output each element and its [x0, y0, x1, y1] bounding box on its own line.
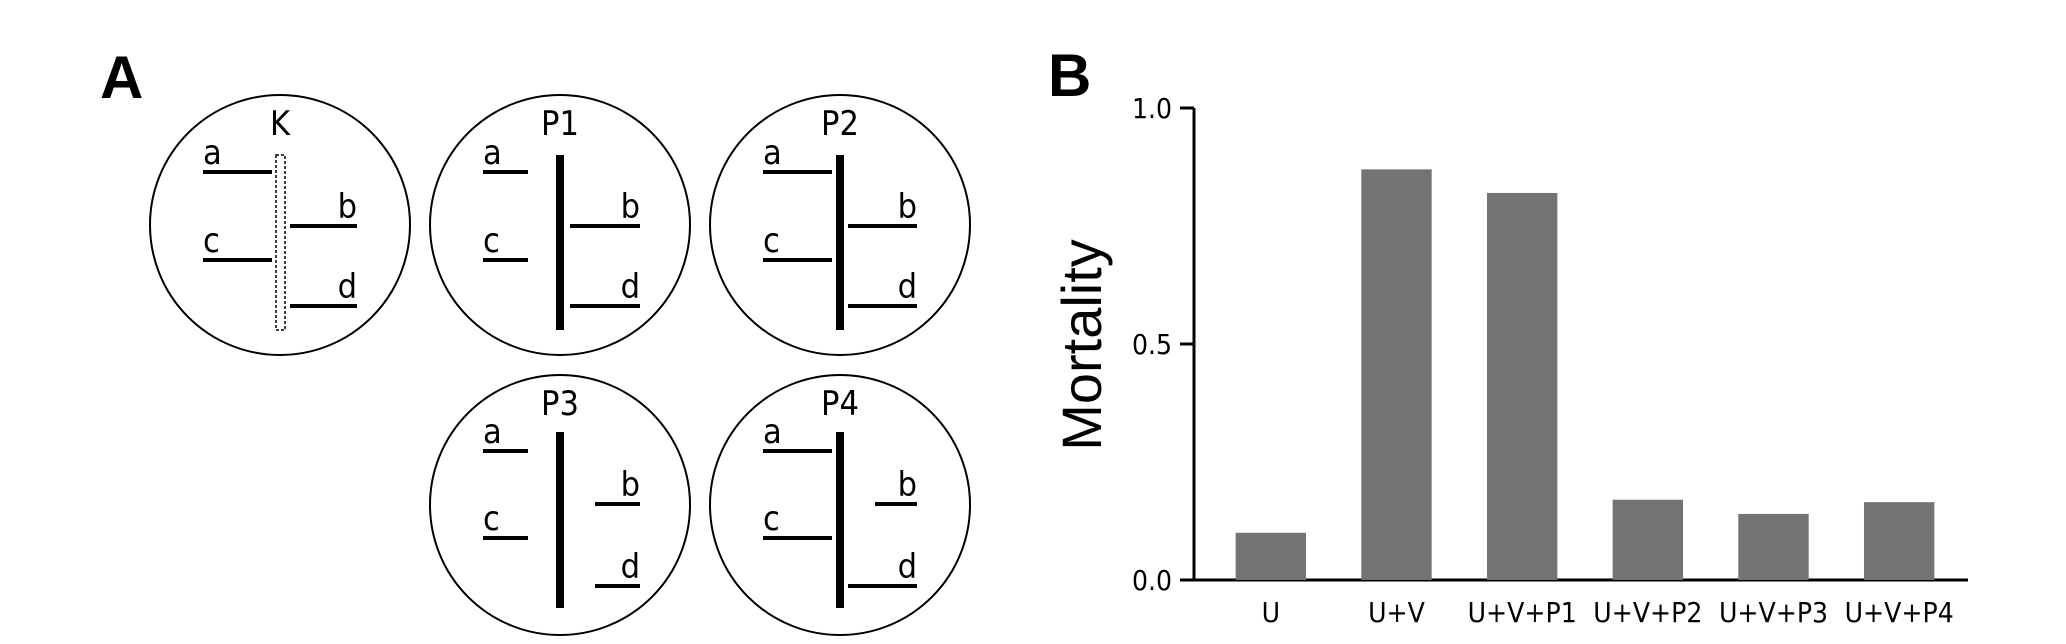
bar-u-v-p1: [1486, 192, 1558, 580]
x-tick-label: U: [1262, 596, 1280, 629]
plate-p3-dish: [429, 374, 691, 636]
y-tick-label: 1.0: [1132, 92, 1172, 125]
plate-p4-label: P4: [821, 384, 859, 424]
plate-p3-label-c: c: [483, 499, 500, 539]
plate-p2-label-a: a: [763, 133, 782, 173]
x-tick-label: U+V+P4: [1845, 596, 1954, 629]
plate-p1: P1 a c b d: [429, 94, 691, 356]
plate-p3-label-b: b: [621, 465, 640, 505]
plate-k: K a c b d: [149, 94, 411, 356]
plate-p4-label-c: c: [763, 499, 780, 539]
plate-k-label-a: a: [203, 133, 222, 173]
plate-p1-label-c: c: [483, 221, 500, 261]
bar-u-v-p3: [1738, 513, 1809, 580]
plate-p2-label: P2: [821, 104, 859, 144]
plate-p3-label-d: d: [621, 547, 640, 587]
plate-p1-label-d: d: [621, 267, 640, 307]
x-tick-label: U+V+P1: [1468, 596, 1577, 629]
y-axis-title: Mortality: [1050, 239, 1113, 451]
bars: [1235, 169, 1935, 581]
plate-p2-label-b: b: [898, 187, 917, 227]
plate-p4-dish: [709, 374, 971, 636]
y-tick-label: 0.5: [1132, 328, 1172, 361]
panel-b-letter: B: [1048, 42, 1091, 109]
x-tick-labels: U U+V U+V+P1 U+V+P2 U+V+P3 U+V+P4: [1262, 596, 1954, 629]
plate-k-label-c: c: [203, 221, 220, 261]
x-tick-label: U+V+P2: [1593, 596, 1702, 629]
y-tick-label: 0.0: [1132, 564, 1172, 597]
plate-k-label-d: d: [338, 267, 357, 307]
plate-p3-label: P3: [541, 384, 579, 424]
plate-p2-dish: [709, 94, 971, 356]
plate-p4-label-d: d: [898, 547, 917, 587]
plate-p2-label-d: d: [898, 267, 917, 307]
bar-u: [1235, 532, 1307, 580]
plate-p1-label: P1: [541, 104, 579, 144]
panel-a-letter: A: [100, 44, 143, 111]
plate-k-removed-barrier: [275, 154, 286, 331]
plate-p4-label-b: b: [898, 465, 917, 505]
plate-p4-label-a: a: [763, 412, 782, 452]
x-tick-label: U+V: [1368, 596, 1426, 629]
bar-u-v: [1361, 169, 1432, 581]
plate-k-dish: [149, 94, 411, 356]
x-tick-label: U+V+P3: [1719, 596, 1828, 629]
mortality-bar-chart: Mortality 0.0 0.5 1.0 U U+V U+V+P1 U+V+P2 U+V+…: [1050, 92, 1968, 629]
bar-u-v-p2: [1612, 499, 1684, 580]
bar-u-v-p4: [1863, 502, 1935, 580]
plate-p3: P3 a c b d: [429, 374, 691, 636]
plate-p2: P2 a c b d: [709, 94, 971, 356]
plate-k-label: K: [270, 104, 291, 144]
plate-p1-dish: [429, 94, 691, 356]
plate-p2-label-c: c: [763, 221, 780, 261]
plate-p1-label-a: a: [483, 133, 502, 173]
plate-p4: P4 a c b d: [709, 374, 971, 636]
plate-k-label-b: b: [338, 187, 357, 227]
plate-p3-label-a: a: [483, 412, 502, 452]
plate-p1-label-b: b: [621, 187, 640, 227]
y-ticks: 0.0 0.5 1.0: [1132, 92, 1194, 597]
